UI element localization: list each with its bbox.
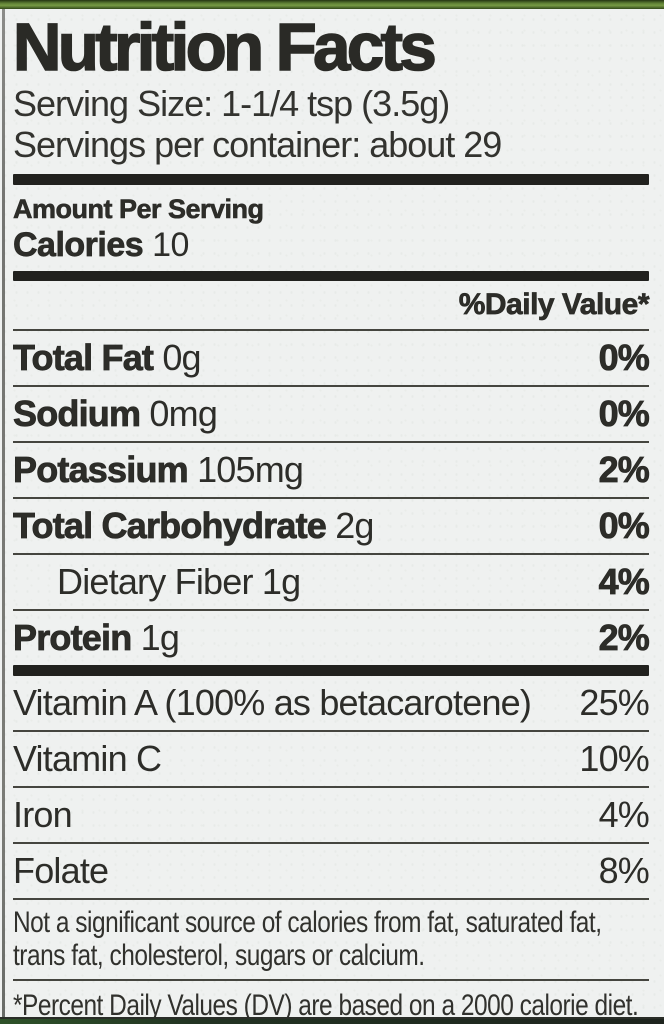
not-significant-text: Not a significant source of calories fro… bbox=[13, 906, 602, 972]
divider-thick-protein bbox=[13, 665, 649, 676]
percent-dv-footnote: *Percent Daily Values (DV) are based on … bbox=[13, 981, 649, 1022]
micronutrient-row-vitamin-c: Vitamin C 10% bbox=[13, 732, 650, 788]
nutrition-facts-panel: Nutrition Facts Serving Size: 1-1/4 tsp … bbox=[7, 9, 651, 1022]
micronutrient-name: Vitamin A (100% as betacarotene) bbox=[13, 682, 532, 723]
micronutrient-name: Folate bbox=[13, 850, 109, 891]
serving-size-line: Serving Size: 1-1/4 tsp (3.5g) bbox=[13, 83, 450, 124]
not-significant-footnote: Not a significant source of calories fro… bbox=[13, 900, 649, 981]
percent-dv-text: *Percent Daily Values (DV) are based on … bbox=[13, 989, 639, 1022]
nutrient-name: Total Carbohydrate 2g bbox=[13, 505, 375, 546]
nutrient-row-total-carbohydrate: Total Carbohydrate 2g 0% bbox=[13, 499, 650, 555]
left-edge-line bbox=[2, 9, 5, 1017]
nutrient-row-dietary-fiber: Dietary Fiber 1g 4% bbox=[13, 555, 650, 611]
servings-per-container-line: Servings per container: about 29 bbox=[13, 124, 502, 165]
nutrient-name: Total Fat 0g bbox=[13, 337, 202, 378]
micronutrient-row-folate: Folate 8% bbox=[13, 844, 650, 900]
nutrient-row-potassium: Potassium 105mg 2% bbox=[13, 443, 650, 499]
panel-title: Nutrition Facts bbox=[12, 10, 437, 85]
top-green-strip bbox=[0, 0, 664, 9]
daily-value-header: %Daily Value* bbox=[13, 281, 650, 331]
nutrient-name: Potassium 105mg bbox=[13, 449, 304, 490]
nutrient-amount: 2g bbox=[335, 505, 374, 546]
nutrient-dv: 2% bbox=[598, 617, 650, 658]
nutrient-row-total-fat: Total Fat 0g 0% bbox=[13, 331, 650, 387]
nutrient-amount: 1g bbox=[140, 617, 180, 658]
nutrient-dv: 0% bbox=[598, 505, 650, 546]
micronutrient-dv: 25% bbox=[579, 682, 649, 723]
nutrient-row-protein: Protein 1g 2% bbox=[13, 611, 651, 665]
nutrient-amount: 1g bbox=[261, 561, 301, 602]
nutrient-dv: 4% bbox=[598, 561, 650, 602]
divider-thick-calories bbox=[13, 271, 649, 281]
calories-value: 10 bbox=[152, 226, 189, 264]
nutrient-name: Dietary Fiber 1g bbox=[57, 561, 301, 602]
nutrient-name: Sodium 0mg bbox=[13, 393, 218, 434]
amount-per-serving-block: Amount Per Serving Calories 10 bbox=[13, 185, 649, 265]
micronutrient-dv: 10% bbox=[579, 738, 649, 779]
micronutrient-name: Vitamin C bbox=[13, 738, 162, 779]
nutrient-amount: 0g bbox=[162, 337, 201, 378]
nutrient-amount: 0mg bbox=[149, 393, 218, 434]
nutrient-amount: 105mg bbox=[197, 449, 304, 490]
divider-thick-top bbox=[13, 174, 649, 185]
micronutrient-dv: 4% bbox=[598, 794, 650, 835]
nutrient-dv: 2% bbox=[598, 449, 650, 490]
amount-per-serving-heading: Amount Per Serving bbox=[13, 194, 265, 225]
micronutrient-dv: 8% bbox=[598, 850, 650, 891]
calories-line: Calories 10 bbox=[13, 226, 649, 265]
nutrient-dv: 0% bbox=[598, 337, 650, 378]
calories-label: Calories bbox=[13, 226, 144, 265]
micronutrient-row-vitamin-a: Vitamin A (100% as betacarotene) 25% bbox=[13, 676, 650, 732]
nutrient-name: Protein 1g bbox=[13, 617, 180, 658]
micronutrient-row-iron: Iron 4% bbox=[13, 788, 650, 844]
micronutrient-name: Iron bbox=[13, 794, 73, 835]
nutrient-row-sodium: Sodium 0mg 0% bbox=[13, 387, 650, 443]
bottom-green-strip bbox=[0, 1017, 664, 1024]
nutrient-dv: 0% bbox=[598, 393, 650, 434]
